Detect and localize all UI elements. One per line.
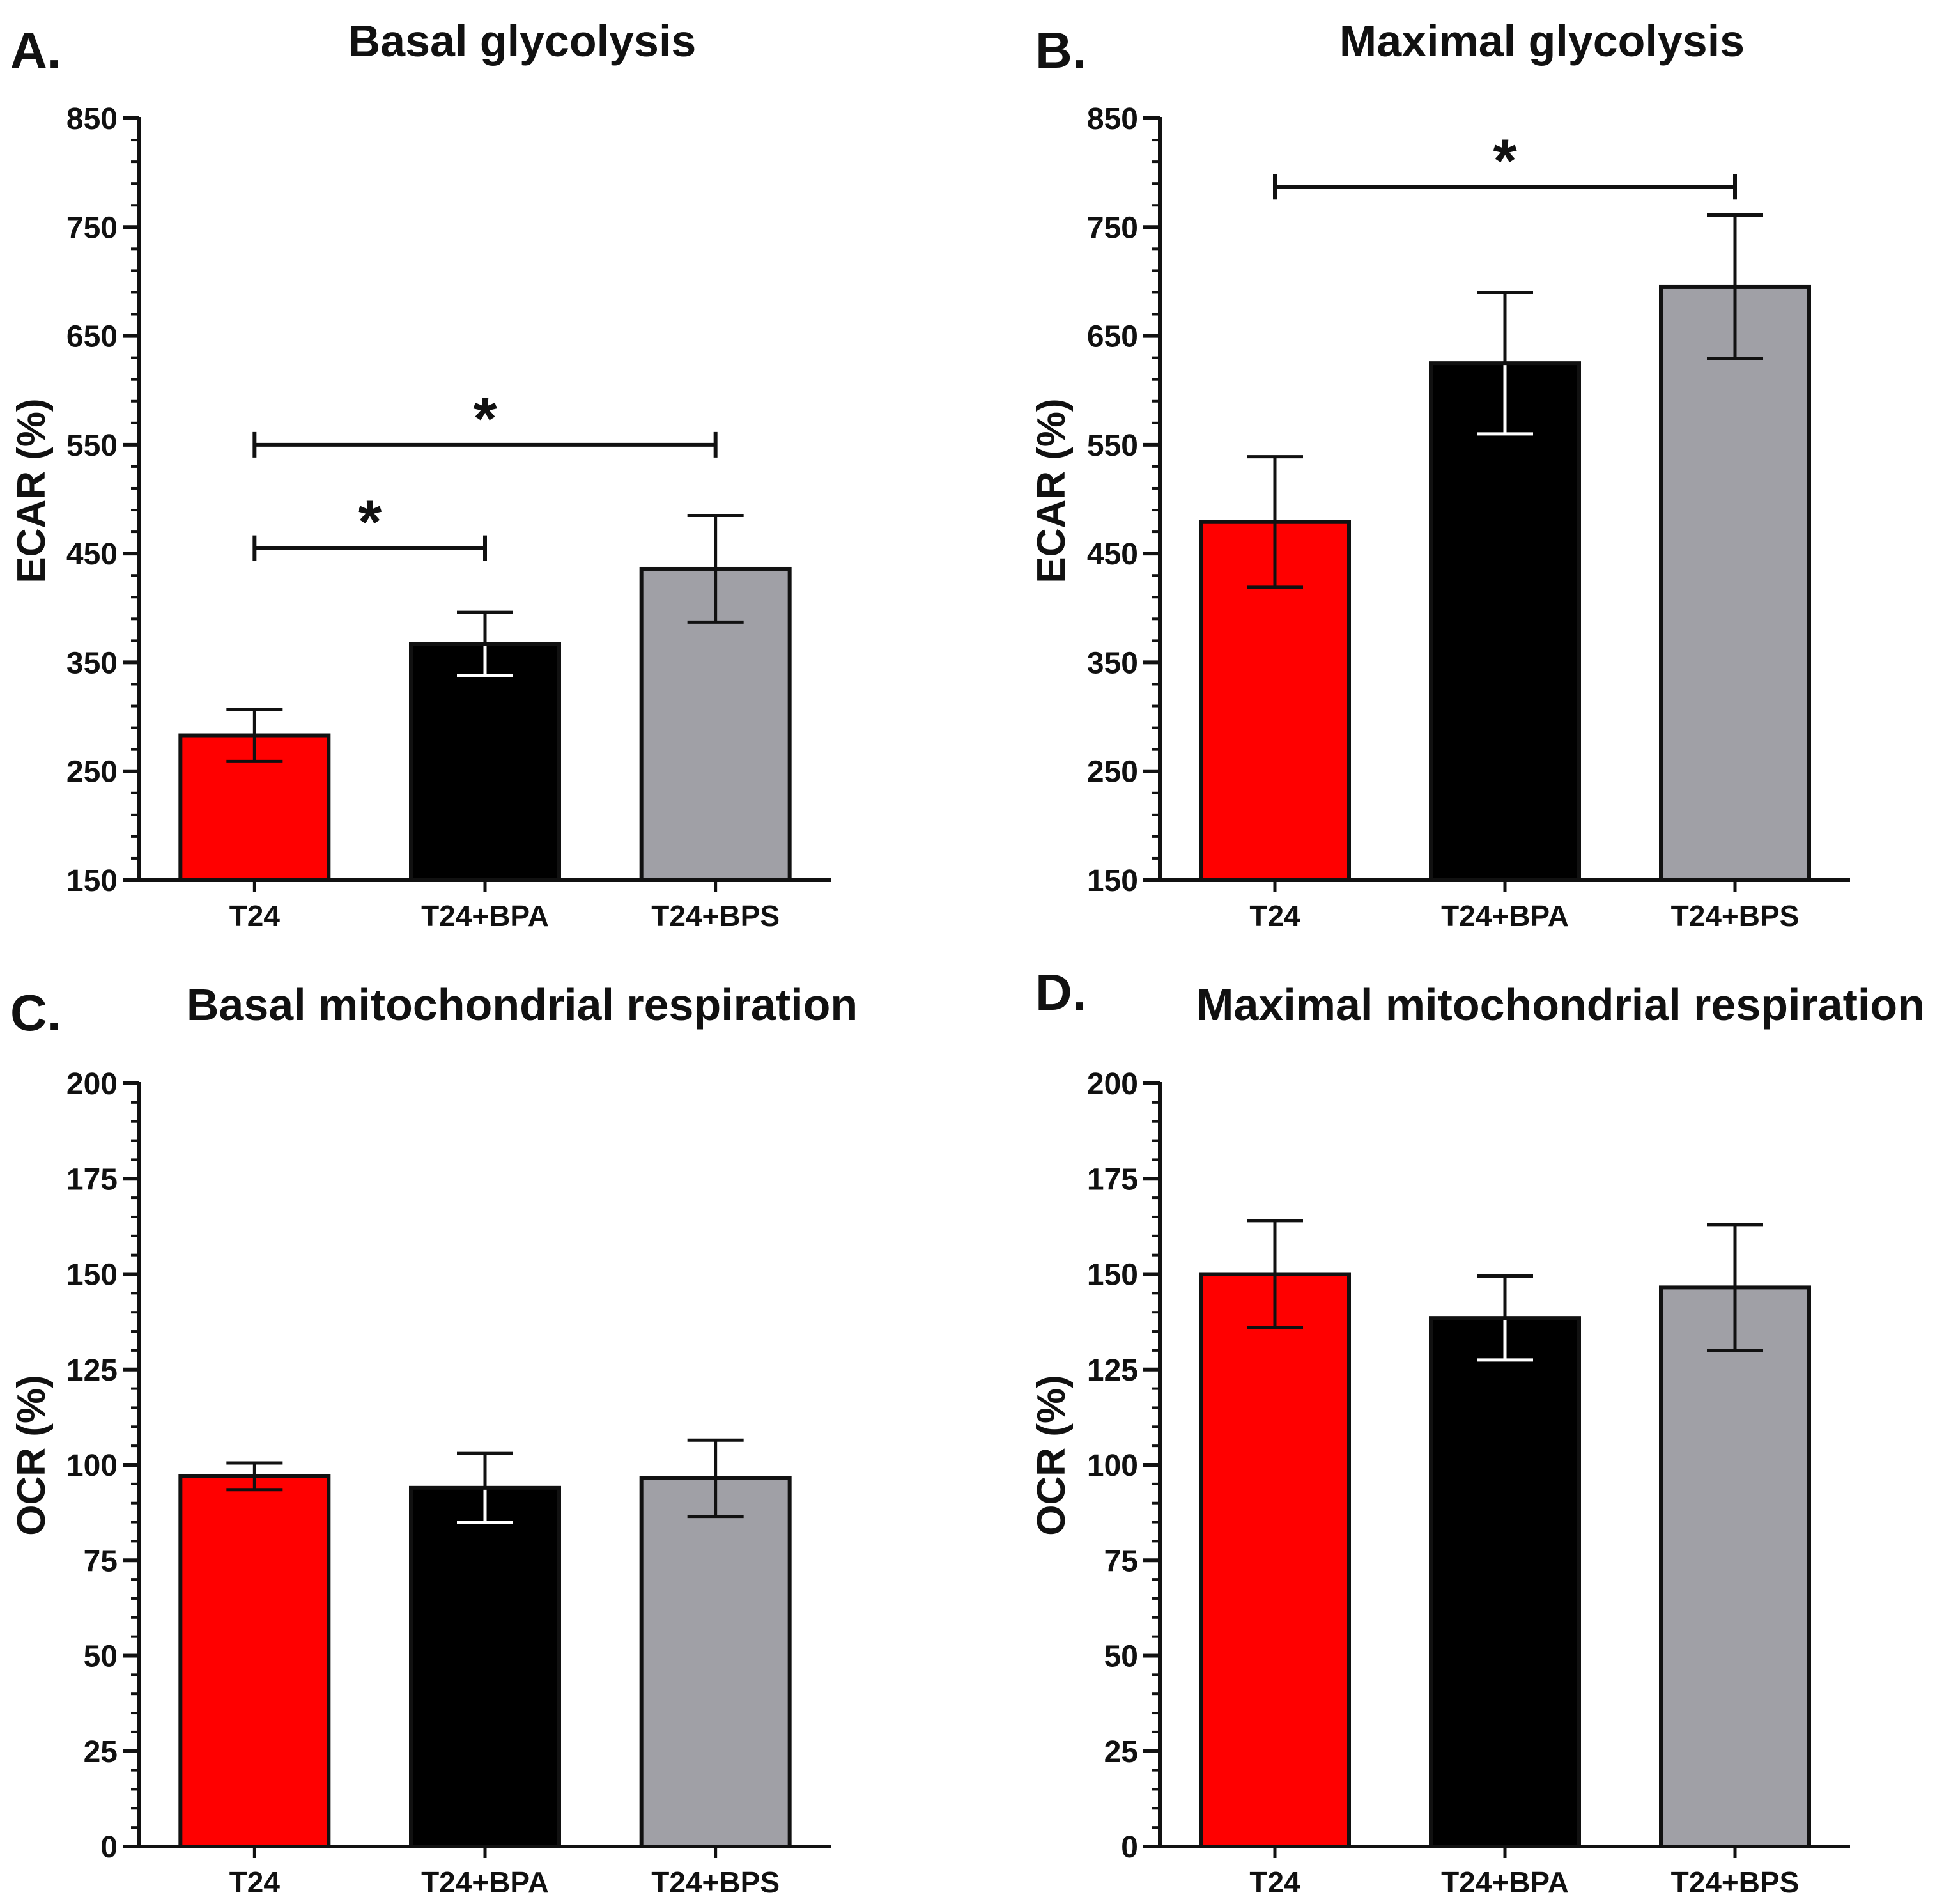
y-tick-label: 25 [84,1735,118,1769]
x-tick-label: T24 [1249,899,1300,933]
bar-t24-bps [639,1476,792,1848]
y-tick-label: 75 [1104,1544,1138,1578]
y-tick-label: 0 [100,1830,118,1864]
y-axis-label: ECAR (%) [10,398,54,583]
y-tick-label: 200 [1087,1067,1138,1101]
y-tick-label: 150 [66,864,118,898]
panel-label: C. [10,984,61,1041]
y-tick-label: 350 [1087,646,1138,680]
panel-c: C. Basal mitochondrial respiration OCR (… [10,980,858,1899]
y-tick-label: 450 [1087,538,1138,571]
y-tick-label: 450 [66,538,118,571]
y-tick-label: 0 [1121,1830,1138,1864]
y-axis-label: OCR (%) [1029,1375,1074,1535]
y-tick-label: 250 [1087,755,1138,789]
bar-t24 [178,1474,331,1848]
y-tick-label: 150 [1087,864,1138,898]
bar-t24-bpa [409,642,561,882]
y-tick-label: 650 [1087,320,1138,354]
y-tick-label: 200 [66,1067,118,1101]
x-tick-label: T24+BPS [651,899,780,933]
y-tick-label: 25 [1104,1735,1138,1769]
y-tick-label: 100 [66,1449,118,1483]
x-tick-label: T24+BPS [651,1866,780,1899]
y-tick-label: 350 [66,646,118,680]
y-tick-label: 75 [84,1544,118,1578]
bar-t24 [1199,1272,1351,1848]
panel-d: D. Maximal mitochondrial respiration OCR… [1029,964,1925,1899]
bar-t24-bpa [1429,1316,1581,1848]
chart-title: Maximal mitochondrial respiration [1196,980,1925,1030]
y-tick-label: 550 [66,429,118,463]
x-tick-label: T24 [229,1866,281,1899]
y-tick-label: 175 [66,1163,118,1196]
bar-t24-bps [1659,284,1811,882]
y-tick-label: 175 [1087,1163,1138,1196]
significance-marker: * [1493,127,1517,195]
y-tick-label: 150 [1087,1258,1138,1292]
x-tick-label: T24 [1249,1866,1300,1899]
significance-marker: * [358,488,382,557]
x-tick-label: T24+BPS [1671,1866,1800,1899]
x-tick-label: T24+BPA [1441,1866,1569,1899]
panel-b: B. Maximal glycolysis ECAR (%) 150 250 350… [1029,16,1850,933]
bar-t24-bpa [1429,361,1581,882]
y-tick-label: 125 [66,1354,118,1388]
chart-title: Basal glycolysis [348,16,697,66]
x-tick-label: T24+BPA [421,899,549,933]
y-axis-label: OCR (%) [10,1375,54,1535]
y-tick-label: 750 [1087,211,1138,245]
y-tick-label: 100 [1087,1449,1138,1483]
y-tick-label: 850 [1087,102,1138,136]
y-tick-label: 50 [1104,1640,1138,1674]
significance-marker: * [473,385,497,453]
panel-label: B. [1035,22,1086,79]
y-tick-label: 650 [66,320,118,354]
y-tick-label: 850 [66,102,118,136]
y-tick-label: 125 [1087,1354,1138,1388]
chart-title: Basal mitochondrial respiration [187,980,858,1030]
chart-title: Maximal glycolysis [1339,16,1745,66]
x-tick-label: T24+BPA [1441,899,1569,933]
x-tick-label: T24+BPS [1671,899,1800,933]
y-axis-label: ECAR (%) [1029,398,1074,583]
y-tick-label: 250 [66,755,118,789]
x-tick-label: T24+BPA [421,1866,549,1899]
panel-a: A. Basal glycolysis ECAR (%) 150 250 350 45… [10,16,831,933]
y-tick-label: 550 [1087,429,1138,463]
bar-t24-bpa [409,1485,561,1849]
y-tick-label: 150 [66,1258,118,1292]
y-tick-label: 50 [84,1640,118,1674]
bar-t24-bps [1659,1285,1811,1848]
x-tick-label: T24 [229,899,281,933]
panel-label: D. [1035,964,1086,1021]
panel-label: A. [10,22,61,79]
y-tick-label: 750 [66,211,118,245]
